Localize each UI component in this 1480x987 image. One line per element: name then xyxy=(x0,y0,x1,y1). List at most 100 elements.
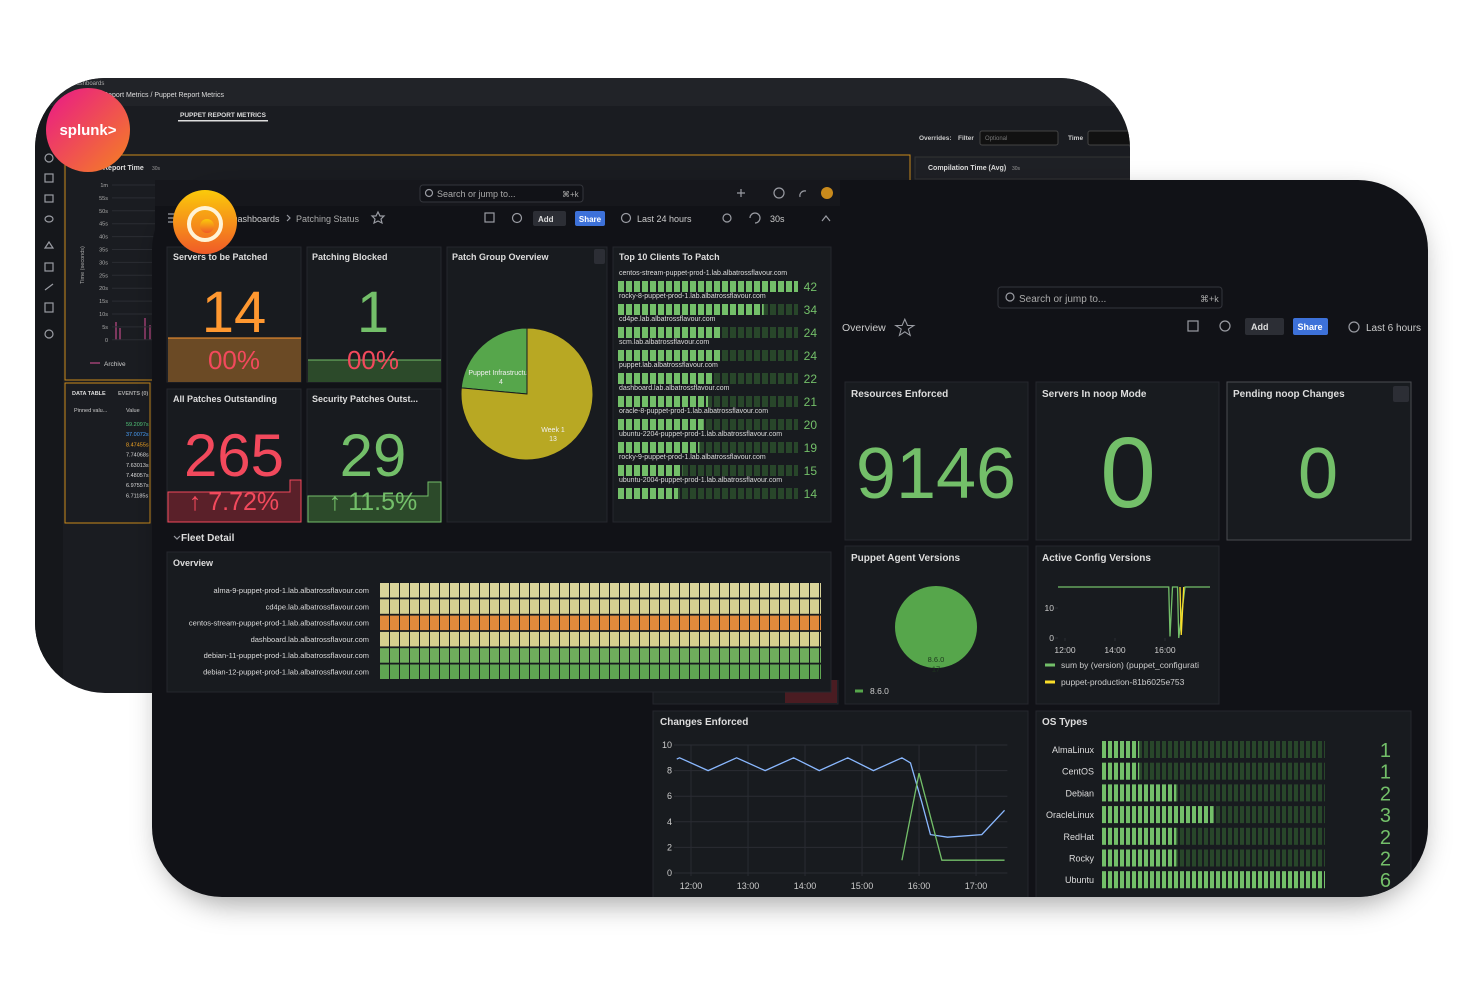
panel xyxy=(1035,545,1220,705)
heatmap-label: dashboard.lab.albatrossflavour.com xyxy=(251,635,369,644)
gauge-bar xyxy=(1102,741,1140,758)
series-line xyxy=(901,772,1005,861)
nav-label: Dashboards xyxy=(72,81,104,87)
sparkline-area xyxy=(308,360,441,382)
settings-icon[interactable] xyxy=(511,212,523,224)
gauge-value: 15 xyxy=(804,464,818,478)
share-button[interactable] xyxy=(1293,318,1328,335)
legend-label: Archive xyxy=(104,361,126,368)
panel-menu[interactable] xyxy=(594,249,605,264)
row-chevron[interactable] xyxy=(173,535,181,540)
y-tick-label: 10 xyxy=(662,740,672,750)
time-range: Last 24 hours xyxy=(637,214,692,224)
gauge-value: 2 xyxy=(1380,849,1391,871)
panel-title: All Patches Outstanding xyxy=(173,394,277,404)
gauge-bar xyxy=(618,304,764,315)
table-cell: 8.47455s xyxy=(126,442,149,448)
stat-value: 14 xyxy=(202,280,267,345)
patching-dashboard: Search or jump to...⌘+kHomeDashboardsPat… xyxy=(155,180,840,693)
y-tick-label: 8 xyxy=(667,766,672,776)
slice-value: 17 xyxy=(932,665,940,674)
gauge-label: cd4pe.lab.albatrossflavour.com xyxy=(619,316,716,323)
add-button[interactable] xyxy=(533,211,566,226)
gauge-label: rocky-9-puppet-prod-1.lab.albatrossflavo… xyxy=(619,454,766,461)
series-line xyxy=(1058,586,1210,639)
x-tick-label: 16:00 xyxy=(908,881,931,891)
gauge-track xyxy=(618,442,798,453)
pie-slice xyxy=(460,327,528,395)
y-tick-label: 0 xyxy=(105,338,108,344)
slice-label: 8.6.0 xyxy=(928,655,945,664)
y-tick-label: 5s xyxy=(102,325,108,331)
slice-label: Week 1 xyxy=(541,427,565,434)
table-cell: 7.63013s xyxy=(126,463,149,469)
sidebar-icons xyxy=(43,153,55,339)
panel-title: Security Patches Outst... xyxy=(312,394,418,404)
panel-title: Active Config Versions xyxy=(1042,553,1151,564)
table-cell: 59.2097s xyxy=(126,422,149,428)
sidebar xyxy=(35,106,63,693)
save-icon[interactable] xyxy=(484,212,495,223)
breadcrumb: Report Metrics / Puppet Report Metrics xyxy=(103,92,224,99)
splunk-logo xyxy=(46,88,130,172)
column-header: Pinned valu... xyxy=(74,408,108,414)
search-icon xyxy=(1005,292,1015,302)
table-cell: 37.0072s xyxy=(126,432,149,438)
heatmap-label: debian-11-puppet-prod-1.lab.albatrossfla… xyxy=(204,651,369,660)
search-box[interactable] xyxy=(419,184,584,203)
gauge-value: 1 xyxy=(1380,762,1391,784)
y-tick-label: 15s xyxy=(99,299,108,305)
filter-input[interactable] xyxy=(979,130,1059,146)
gauge-value: 2 xyxy=(1380,783,1391,805)
gauge-bar xyxy=(618,281,798,292)
stat-change: 00% xyxy=(347,345,399,375)
shortcut: ⌘+k xyxy=(562,190,580,199)
refresh-icon[interactable] xyxy=(749,212,761,224)
breadcrumb-current: Overview xyxy=(842,322,886,334)
gauge-bar xyxy=(618,442,700,453)
panel-title: Overview xyxy=(173,558,214,568)
settings-icon[interactable] xyxy=(1219,320,1231,332)
gauge-bar xyxy=(1102,806,1214,824)
stat-value: 0 xyxy=(1298,434,1338,514)
y-tick-label: 45s xyxy=(99,222,108,228)
logo-text: splunk> xyxy=(59,122,116,139)
gauge-value: 24 xyxy=(804,349,818,363)
table-cell: 7.74068s xyxy=(126,453,149,459)
star-icon[interactable] xyxy=(894,317,916,337)
share-button[interactable] xyxy=(575,211,605,226)
x-tick-label: 16:00 xyxy=(1154,645,1176,655)
y-tick-label: 1m xyxy=(100,183,108,189)
add-button[interactable] xyxy=(1245,318,1284,335)
collapse-icon[interactable] xyxy=(821,215,831,222)
clock-icon xyxy=(1348,321,1360,333)
x-tick-label: 12:00 xyxy=(680,881,703,891)
panel-border xyxy=(64,382,151,524)
gauge-label: CentOS xyxy=(1062,767,1094,777)
heatmap-row xyxy=(380,615,821,631)
x-tick-label: 17:00 xyxy=(965,881,988,891)
refresh-interval: 30s xyxy=(770,214,785,224)
zoom-icon[interactable] xyxy=(722,213,732,223)
panel-menu[interactable] xyxy=(1393,386,1409,402)
gauge-label: dashboard.lab.albatrossflavour.com xyxy=(619,385,730,392)
button-label: Add xyxy=(538,215,554,224)
panel-title: Puppet Agent Versions xyxy=(851,553,961,564)
gauge-bar xyxy=(618,350,721,361)
series-line xyxy=(676,757,1006,838)
gauge-bar xyxy=(618,396,708,407)
gauge-track xyxy=(618,488,798,499)
heatmap-label: alma-9-puppet-prod-1.lab.albatrossflavou… xyxy=(214,586,370,595)
gauge-value: 3 xyxy=(1380,805,1391,827)
star-icon[interactable] xyxy=(370,210,386,225)
search-placeholder: Search or jump to... xyxy=(1019,294,1106,305)
sparkline-area xyxy=(167,479,302,523)
gauge-label: ubuntu-2004-puppet-prod-1.lab.albatrossf… xyxy=(619,477,782,484)
y-tick-label: 20s xyxy=(99,286,108,292)
search-box[interactable] xyxy=(997,286,1223,309)
time-input[interactable] xyxy=(1087,130,1138,146)
save-icon[interactable] xyxy=(1187,320,1199,332)
stat-value: 1 xyxy=(357,280,389,345)
gauge-value: 34 xyxy=(804,303,818,317)
gauge-bar xyxy=(1102,762,1140,780)
